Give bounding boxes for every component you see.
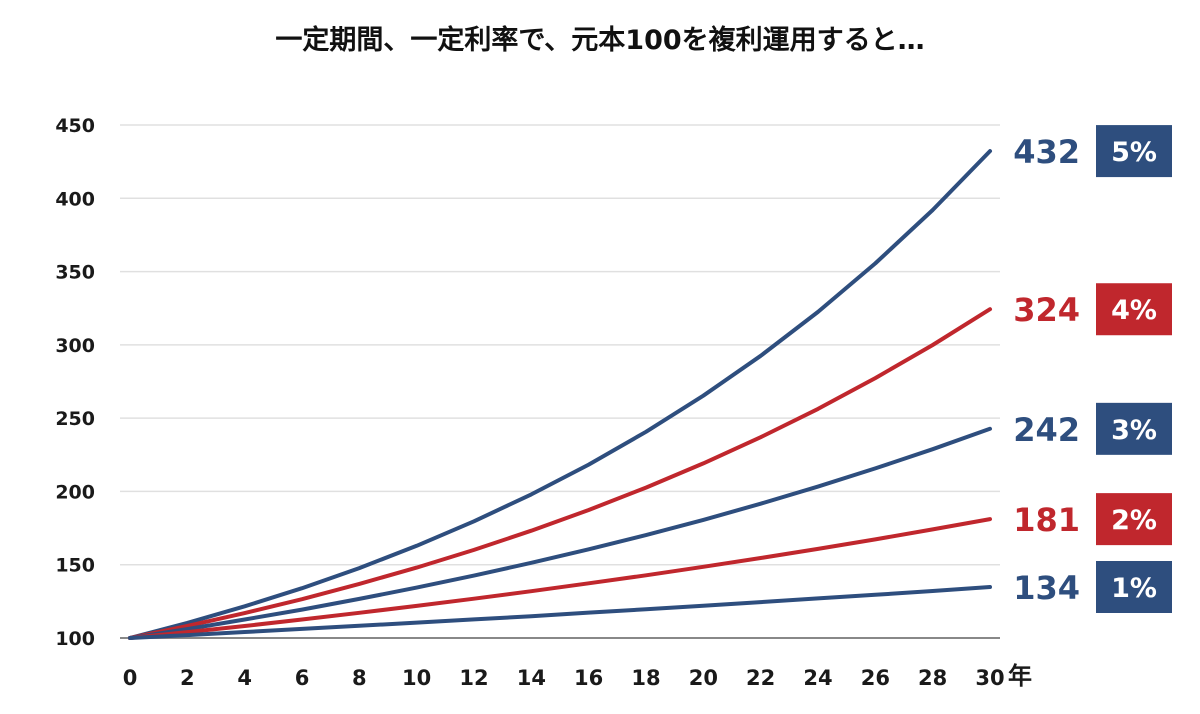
x-tick-label: 0 xyxy=(123,666,138,690)
end-labels: 432 5% 324 4% 242 3% 181 2% 134 1% xyxy=(1013,125,1172,613)
y-tick-label: 300 xyxy=(55,335,95,357)
rate-badge xyxy=(1096,560,1172,613)
x-tick-label: 26 xyxy=(861,666,890,690)
rate-badge-label: 2% xyxy=(1111,505,1157,536)
x-axis-unit: 年 xyxy=(1008,662,1032,690)
series-line-4 xyxy=(128,585,992,640)
x-tick-label: 16 xyxy=(574,666,603,690)
y-tick-label: 450 xyxy=(55,115,95,137)
x-tick-label: 4 xyxy=(237,666,252,690)
end-value-label: 181 xyxy=(1013,501,1080,539)
end-value-label: 134 xyxy=(1013,569,1080,607)
y-tick-label: 350 xyxy=(55,262,95,284)
end-value-label: 324 xyxy=(1013,291,1080,329)
x-tick-label: 22 xyxy=(746,666,775,690)
rate-badge-label: 3% xyxy=(1111,415,1157,446)
y-tick-label: 400 xyxy=(55,188,95,210)
y-tick-label: 150 xyxy=(55,555,95,577)
series-line-3 xyxy=(128,517,992,640)
rate-badge xyxy=(1096,493,1172,546)
series-lines xyxy=(128,149,992,640)
series-line-0 xyxy=(128,149,992,640)
x-tick-label: 20 xyxy=(689,666,718,690)
x-tick-label: 18 xyxy=(631,666,660,690)
rate-badge xyxy=(1096,402,1172,455)
y-tick-label: 250 xyxy=(55,408,95,430)
x-tick-label: 28 xyxy=(918,666,947,690)
x-tick-label: 30 xyxy=(975,666,1004,690)
y-tick-label: 100 xyxy=(55,628,95,650)
x-tick-label: 2 xyxy=(180,666,195,690)
series-line-1 xyxy=(128,307,992,640)
x-tick-label: 24 xyxy=(803,666,832,690)
rate-badge xyxy=(1096,125,1172,178)
x-tick-label: 8 xyxy=(352,666,367,690)
end-value-label: 242 xyxy=(1013,411,1080,449)
rate-badge-label: 4% xyxy=(1111,295,1157,326)
y-tick-label: 200 xyxy=(55,481,95,503)
rate-badge-label: 5% xyxy=(1111,137,1157,168)
x-tick-label: 10 xyxy=(402,666,431,690)
grid-lines xyxy=(120,124,1000,566)
end-value-label: 432 xyxy=(1013,133,1080,171)
series-line-2 xyxy=(128,426,992,640)
rate-badge-label: 1% xyxy=(1111,573,1157,604)
x-tick-label: 6 xyxy=(295,666,310,690)
chart-title: 一定期間、一定利率で、元本100を複利運用すると… xyxy=(275,25,925,56)
x-tick-label: 14 xyxy=(517,666,546,690)
x-tick-label: 12 xyxy=(459,666,488,690)
rate-badge xyxy=(1096,283,1172,336)
